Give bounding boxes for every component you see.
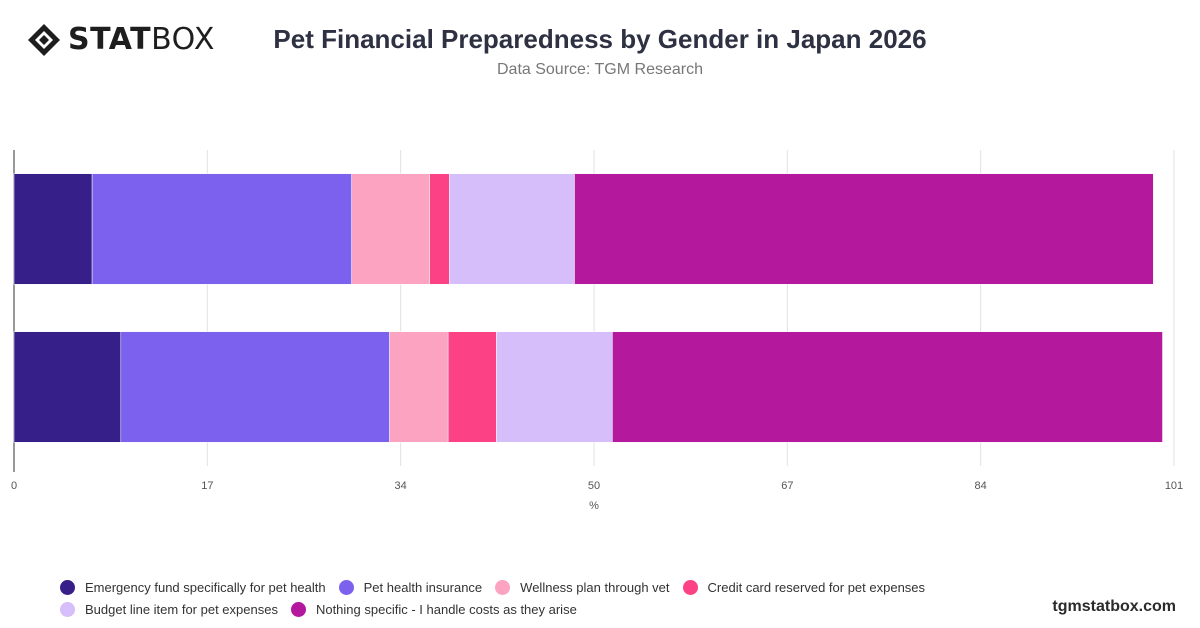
diamond-logo-icon (28, 24, 60, 56)
bar-segment (429, 173, 450, 285)
bar-segment (447, 331, 497, 443)
legend-label: Emergency fund specifically for pet heal… (85, 579, 326, 595)
legend-swatch (338, 579, 354, 595)
legend-item[interactable]: Nothing specific - I handle costs as the… (290, 601, 577, 617)
logo-wordmark: STATBOX (68, 22, 215, 57)
legend-label: Budget line item for pet expenses (85, 601, 278, 617)
brand-watermark: tgmstatbox.com (1052, 598, 1176, 615)
x-tick-label: 50 (588, 480, 600, 492)
x-tick-label: 0 (11, 480, 17, 492)
bar-segment (612, 331, 1163, 443)
legend-swatch (290, 601, 306, 617)
bar-segment (13, 331, 122, 443)
bar-segment (91, 173, 352, 285)
legend-item[interactable]: Wellness plan through vet (495, 579, 670, 595)
legend-swatch (682, 579, 698, 595)
x-tick-label: 34 (395, 480, 407, 492)
chart-subtitle: Data Source: TGM Research (496, 61, 703, 78)
chart-title: Pet Financial Preparedness by Gender in … (273, 24, 927, 54)
bar-segment (13, 173, 93, 285)
legend-item[interactable]: Credit card reserved for pet expenses (682, 579, 926, 595)
bar-segment (120, 331, 390, 443)
x-tick-label: 84 (975, 480, 987, 492)
legend-label: Nothing specific - I handle costs as the… (315, 601, 577, 617)
x-tick-label: 101 (1165, 480, 1183, 492)
bar-segment (449, 173, 575, 285)
x-tick-label: 17 (201, 480, 213, 492)
bar-segment (496, 331, 613, 443)
chart-legend: Emergency fund specifically for pet heal… (60, 579, 1060, 617)
legend-item[interactable]: Pet health insurance (338, 579, 483, 595)
legend-item[interactable]: Budget line item for pet expenses (60, 601, 278, 617)
x-tick-label: 67 (781, 480, 793, 492)
legend-label: Wellness plan through vet (520, 579, 670, 595)
statbox-logo: STATBOX (26, 22, 215, 58)
bar-segment (574, 173, 1154, 285)
legend-label: Pet health insurance (363, 579, 483, 595)
legend-label: Credit card reserved for pet expenses (707, 579, 926, 595)
x-axis-label: % (589, 500, 599, 512)
legend-swatch (60, 601, 75, 617)
legend-swatch (495, 579, 511, 595)
legend-swatch (60, 579, 75, 595)
bar-segment (389, 331, 449, 443)
bar-segment (351, 173, 431, 285)
legend-item[interactable]: Emergency fund specifically for pet heal… (60, 579, 326, 595)
